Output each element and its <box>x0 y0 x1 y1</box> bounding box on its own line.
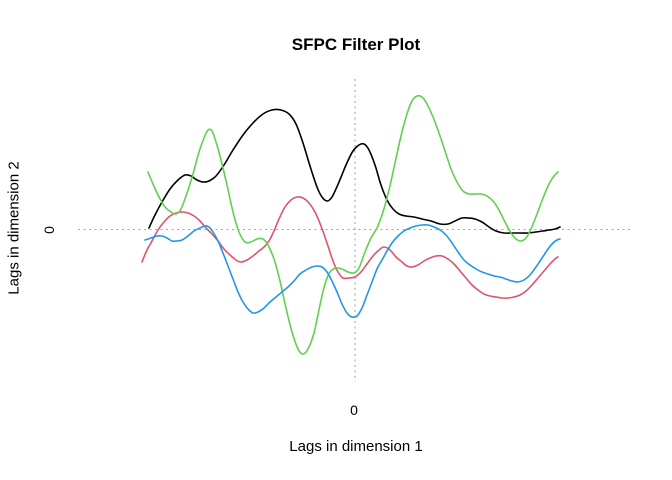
series-line-1-filter-1 <box>148 108 561 234</box>
chart-title: SFPC Filter Plot <box>291 35 421 54</box>
series-line-4-filter-4 <box>144 224 561 319</box>
series-line-2-filter-2 <box>141 196 559 299</box>
y-axis-tick-label-zero: 0 <box>41 226 57 234</box>
x-axis-tick-label-zero: 0 <box>350 402 358 418</box>
x-axis-label: Lags in dimension 1 <box>289 438 423 455</box>
y-axis-label: Lags in dimension 2 <box>5 161 23 295</box>
series-line-3-filter-3 <box>147 94 559 355</box>
